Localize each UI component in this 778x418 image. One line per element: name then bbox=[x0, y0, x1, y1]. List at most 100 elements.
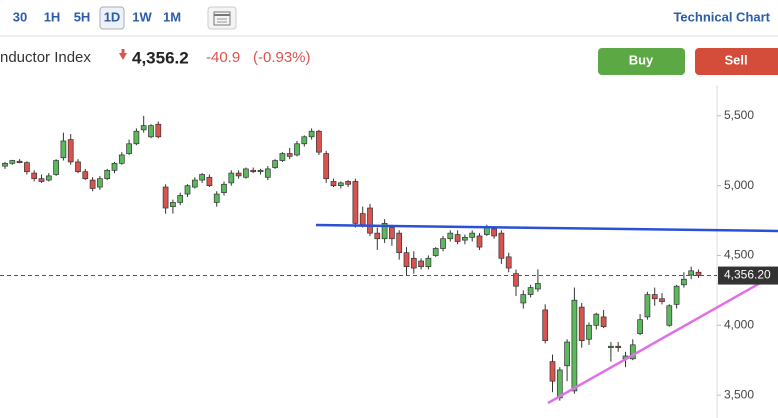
candle-body bbox=[578, 306, 585, 341]
candle-body bbox=[206, 176, 213, 187]
candle-body bbox=[695, 271, 702, 276]
candle-body bbox=[410, 257, 417, 269]
candle-body bbox=[688, 270, 695, 276]
candle-body bbox=[228, 172, 235, 184]
interval-button[interactable]: 30 bbox=[13, 9, 27, 24]
candle-body bbox=[235, 172, 242, 177]
candle-body bbox=[60, 140, 67, 159]
support-line bbox=[547, 271, 778, 405]
candle-body bbox=[389, 227, 395, 240]
candle-body bbox=[476, 235, 483, 248]
candle-body bbox=[140, 125, 147, 131]
candle-body bbox=[556, 369, 563, 399]
buy-button[interactable] bbox=[598, 48, 685, 75]
candle-body bbox=[381, 223, 388, 240]
candle-body bbox=[571, 299, 578, 392]
candle-body bbox=[97, 178, 103, 188]
candle-body bbox=[294, 143, 300, 156]
candle-body bbox=[432, 248, 439, 256]
last-price-label: 4,356.20 bbox=[724, 268, 771, 282]
candle-body bbox=[600, 316, 607, 328]
candle-body bbox=[345, 181, 351, 185]
interval-button[interactable]: 1W bbox=[132, 9, 152, 24]
sell-label[interactable]: Sell bbox=[724, 52, 747, 67]
candle-body bbox=[651, 294, 658, 300]
candle-body bbox=[403, 252, 410, 267]
candle-body bbox=[9, 160, 16, 164]
candle-body bbox=[53, 160, 59, 175]
down-arrow bbox=[119, 49, 127, 60]
candle-body bbox=[666, 305, 673, 326]
candle-body bbox=[24, 162, 30, 173]
candle-body bbox=[564, 341, 570, 367]
candle-body bbox=[535, 283, 541, 290]
candle-body bbox=[491, 228, 497, 237]
toolbar bbox=[0, 0, 778, 36]
change-pct: (-0.93%) bbox=[253, 49, 311, 66]
candle-body bbox=[396, 232, 403, 254]
technical-chart-link[interactable]: Technical Chart bbox=[673, 9, 770, 24]
candle-body bbox=[162, 186, 169, 209]
y-tick-label: 4,000 bbox=[724, 317, 754, 331]
candle-body bbox=[549, 361, 556, 382]
candle-body bbox=[330, 181, 337, 187]
candle-body bbox=[359, 213, 366, 226]
price: 4,356.2 bbox=[132, 48, 189, 67]
candle-body bbox=[118, 154, 125, 164]
candle-body bbox=[454, 234, 461, 242]
candle-body bbox=[374, 232, 381, 240]
candle-body bbox=[469, 232, 476, 238]
last-price-tag bbox=[718, 266, 778, 285]
candle-body bbox=[520, 294, 527, 304]
candle-body bbox=[148, 125, 154, 138]
candle-body bbox=[352, 181, 359, 224]
interval-button[interactable]: 1H bbox=[44, 9, 61, 24]
candle-body bbox=[213, 193, 220, 203]
candle-body bbox=[425, 257, 432, 267]
candle-body bbox=[126, 143, 132, 154]
candle-body bbox=[527, 287, 534, 295]
selected-interval[interactable] bbox=[99, 6, 125, 30]
buy-label[interactable]: Buy bbox=[629, 52, 654, 67]
candle-body bbox=[673, 285, 680, 305]
interval-button[interactable]: 1D bbox=[104, 9, 121, 24]
y-tick-label: 4,500 bbox=[724, 248, 754, 262]
candle-body bbox=[89, 179, 96, 189]
candle-body bbox=[447, 232, 454, 240]
candle-body bbox=[418, 260, 424, 267]
candle-body bbox=[155, 123, 162, 138]
y-tick-label: 5,500 bbox=[724, 108, 754, 122]
resistance-line bbox=[315, 223, 778, 233]
candle-body bbox=[104, 169, 111, 180]
candle-body bbox=[221, 183, 227, 193]
candle-body bbox=[67, 139, 74, 163]
candle-body bbox=[644, 294, 651, 318]
interval-button[interactable]: 5H bbox=[74, 9, 91, 24]
candle-body bbox=[593, 313, 600, 326]
candle-body bbox=[542, 309, 549, 341]
plot bbox=[2, 115, 702, 401]
sell-button[interactable] bbox=[695, 48, 778, 75]
interval-button[interactable]: 1M bbox=[163, 9, 181, 24]
candle-body bbox=[38, 178, 45, 182]
candle-body bbox=[323, 153, 330, 180]
candle-body bbox=[337, 182, 344, 187]
candle-body bbox=[637, 319, 643, 335]
candle-body bbox=[177, 195, 184, 203]
candle-body bbox=[316, 130, 322, 153]
candle-body bbox=[133, 130, 140, 145]
candle-body bbox=[483, 227, 490, 235]
candle-body bbox=[615, 345, 622, 348]
calendar-icon[interactable] bbox=[207, 6, 237, 30]
candle-body bbox=[2, 162, 8, 167]
candle-body bbox=[367, 207, 373, 234]
candle-body bbox=[681, 278, 687, 286]
candle-body bbox=[82, 171, 89, 180]
candle-body bbox=[308, 130, 315, 138]
candle-body bbox=[191, 179, 198, 188]
candle-body bbox=[301, 136, 308, 145]
candle-body bbox=[505, 256, 512, 269]
candle-body bbox=[586, 324, 592, 340]
candle-body bbox=[257, 169, 264, 173]
